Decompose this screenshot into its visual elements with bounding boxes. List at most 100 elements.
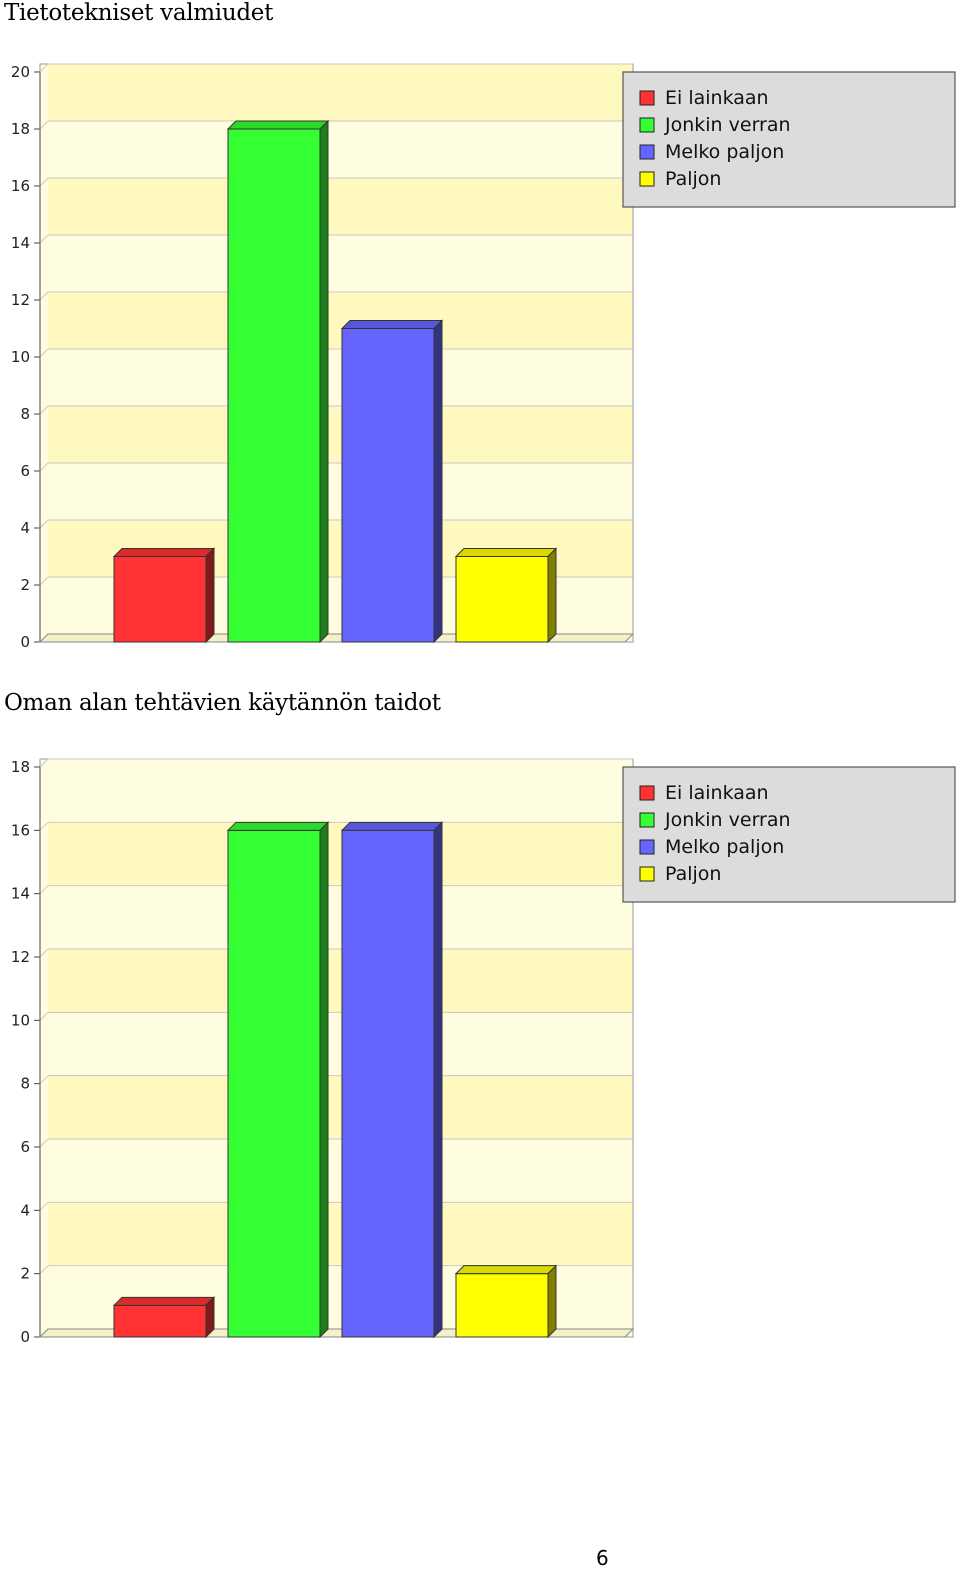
- chart-2: 0 2 4 6 8 10 12 14 16 18 Ei lainkaan Jonkin verran M…: [11, 758, 956, 1346]
- gridline-side: [39, 821, 49, 831]
- gridline-side: [39, 1201, 49, 1211]
- gridline-side: [39, 758, 49, 768]
- y-tick-label: 8: [20, 1075, 30, 1093]
- bar-front: [113, 556, 207, 643]
- gridline-side: [39, 63, 49, 73]
- bar-ei-lainkaan: [112, 547, 216, 644]
- y-tick-label: 14: [11, 885, 30, 903]
- y-tick-label: 4: [20, 1201, 30, 1219]
- gridline-side: [39, 348, 49, 358]
- legend-label: Melko paljon: [665, 141, 784, 163]
- gridline-side: [39, 885, 49, 895]
- y-tick-label: 2: [20, 576, 30, 594]
- gridline-side: [39, 405, 49, 415]
- bar-top: [340, 320, 444, 329]
- bar-top: [112, 548, 216, 557]
- plot-band: [48, 64, 633, 121]
- bar-top: [454, 1265, 558, 1275]
- bar-side: [433, 319, 443, 644]
- plot-band: [48, 1075, 633, 1139]
- y-tick-label: 16: [11, 821, 30, 839]
- bar-front: [227, 829, 321, 1338]
- bar-front: [455, 556, 549, 643]
- y-tick-label: 10: [11, 1011, 30, 1029]
- gridline-side: [39, 462, 49, 472]
- chart-1-title: Tietotekniset valmiudet: [4, 0, 274, 26]
- legend: Ei lainkaan Jonkin verran Melko paljon Palj…: [622, 766, 956, 903]
- bar-top: [226, 821, 330, 831]
- bar-side: [433, 821, 443, 1339]
- legend-swatch: [639, 171, 655, 187]
- bar-top: [112, 1296, 216, 1306]
- plot-band: [48, 1202, 633, 1266]
- y-tick-label: 4: [20, 519, 30, 537]
- y-tick-label: 16: [11, 177, 30, 195]
- bar-top: [226, 120, 330, 130]
- legend-label: Ei lainkaan: [665, 782, 769, 804]
- plot-band: [48, 406, 633, 463]
- plot-band: [48, 292, 633, 349]
- legend-swatch: [639, 812, 655, 828]
- legend-box: [622, 71, 956, 208]
- y-tick-label: 8: [20, 405, 30, 423]
- gridline-side: [39, 576, 49, 586]
- bar-jonkin-verran: [226, 119, 330, 644]
- chart-2-title: Oman alan tehtävien käytännön taidot: [4, 690, 441, 716]
- y-tick-label: 12: [11, 948, 30, 966]
- legend-swatch: [639, 144, 655, 160]
- legend-label: Melko paljon: [665, 836, 784, 858]
- gridline-side: [39, 1075, 49, 1085]
- bar-paljon: [454, 1264, 558, 1339]
- y-tick-label: 20: [11, 63, 30, 81]
- y-tick-label: 14: [11, 234, 30, 252]
- bar-top: [340, 821, 444, 831]
- legend-swatch: [639, 785, 655, 801]
- bar-front: [227, 128, 321, 643]
- gridline-side: [39, 234, 49, 244]
- gridline-side: [39, 1011, 49, 1021]
- legend: Ei lainkaan Jonkin verran Melko paljon Palj…: [622, 71, 956, 208]
- bar-side: [205, 547, 215, 644]
- legend-swatch: [639, 839, 655, 855]
- legend-swatch: [639, 90, 655, 106]
- y-tick-label: 0: [20, 1328, 30, 1346]
- gridline-side: [39, 948, 49, 958]
- bar-front: [455, 1273, 549, 1338]
- bar-front: [341, 829, 435, 1338]
- gridline-side: [39, 177, 49, 187]
- gridline-side: [39, 291, 49, 301]
- y-tick-label: 2: [20, 1265, 30, 1283]
- bar-ei-lainkaan: [112, 1296, 216, 1339]
- y-tick-label: 18: [11, 758, 30, 776]
- bar-side: [205, 1296, 215, 1339]
- legend-label: Ei lainkaan: [665, 87, 769, 109]
- bar-top: [454, 548, 558, 557]
- bar-front: [341, 328, 435, 643]
- plot-band: [48, 949, 633, 1013]
- gridline-side: [39, 519, 49, 529]
- plot-band: [48, 822, 633, 886]
- legend-label: Paljon: [665, 168, 721, 190]
- bar-melko-paljon: [340, 319, 444, 644]
- bar-jonkin-verran: [226, 821, 330, 1339]
- legend-label: Jonkin verran: [664, 809, 791, 831]
- chart-1: 0 2 4 6 8 10 12 14 16 18 20 Ei lainkaan Jonkin verra…: [11, 63, 956, 651]
- bar-melko-paljon: [340, 821, 444, 1339]
- bar-paljon: [454, 547, 558, 644]
- bar-side: [547, 1264, 557, 1339]
- legend-label: Paljon: [665, 863, 721, 885]
- bar-side: [319, 119, 329, 644]
- page-number: 6: [596, 1546, 609, 1570]
- bar-side: [547, 547, 557, 644]
- y-tick-label: 6: [20, 462, 30, 480]
- y-tick-label: 0: [20, 633, 30, 651]
- y-tick-label: 12: [11, 291, 30, 309]
- legend-swatch: [639, 866, 655, 882]
- legend-swatch: [639, 117, 655, 133]
- y-tick-label: 18: [11, 120, 30, 138]
- y-tick-label: 6: [20, 1138, 30, 1156]
- legend-box: [622, 766, 956, 903]
- gridline-side: [39, 1265, 49, 1275]
- bar-front: [113, 1304, 207, 1338]
- legend-label: Jonkin verran: [664, 114, 791, 136]
